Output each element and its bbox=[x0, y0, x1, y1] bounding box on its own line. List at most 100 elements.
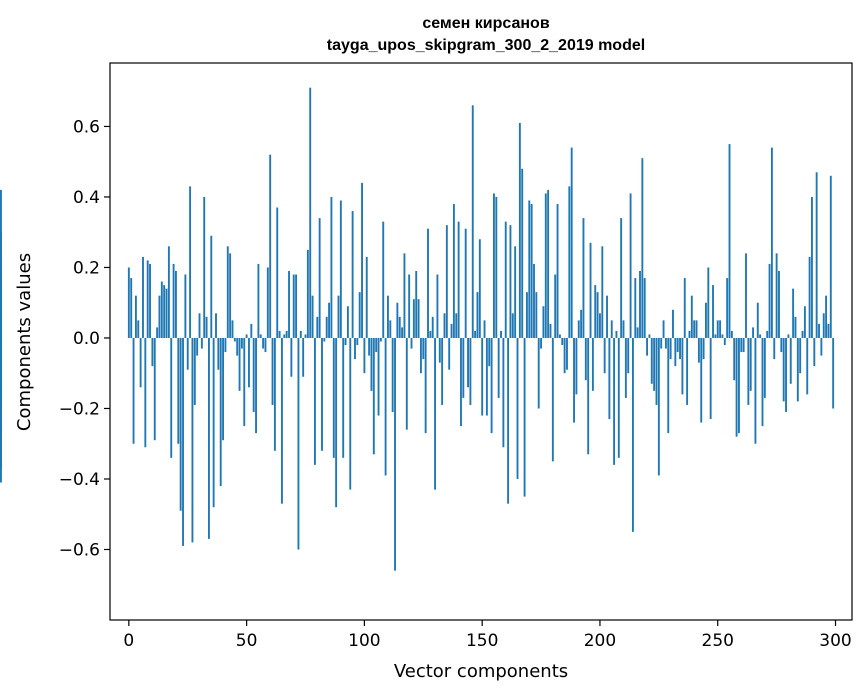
bar-123 bbox=[417, 299, 420, 338]
bar-260 bbox=[740, 337, 743, 353]
bar-85 bbox=[328, 302, 330, 338]
bar-254 bbox=[726, 278, 729, 338]
bar-275 bbox=[775, 253, 778, 338]
bar-235 bbox=[681, 337, 684, 395]
bar-209 bbox=[620, 218, 623, 338]
bar-147 bbox=[474, 330, 477, 338]
bar-38 bbox=[217, 337, 220, 370]
bar-77 bbox=[309, 87, 312, 338]
bar-285 bbox=[799, 337, 802, 374]
bar-269 bbox=[761, 337, 764, 427]
bar-35 bbox=[210, 235, 213, 338]
bar-238 bbox=[688, 330, 691, 338]
bar-195 bbox=[587, 337, 590, 455]
bar-140 bbox=[457, 221, 460, 338]
bar-200 bbox=[599, 313, 601, 338]
x-axis-ticks: 0 50 100 150 200 250 300 bbox=[123, 620, 852, 651]
x-tick-label: 300 bbox=[819, 631, 851, 651]
bar-48 bbox=[240, 337, 243, 349]
bar-226 bbox=[660, 337, 663, 349]
bar-50 bbox=[245, 334, 248, 338]
bar-59 bbox=[266, 267, 269, 338]
bar-148 bbox=[476, 292, 479, 338]
bar-287 bbox=[803, 306, 806, 338]
bar-173 bbox=[535, 292, 538, 338]
bar-169 bbox=[525, 292, 528, 338]
bar-42 bbox=[226, 246, 229, 338]
y-axis-ticks: −0.6 −0.4 −0.2 0.0 0.2 0.4 0.6 bbox=[59, 117, 110, 560]
bar-246 bbox=[707, 267, 710, 338]
bar-280 bbox=[787, 334, 790, 338]
y-tick-label: −0.6 bbox=[59, 540, 100, 560]
bar-122 bbox=[415, 270, 418, 338]
bar-76 bbox=[306, 249, 309, 338]
bar-23 bbox=[182, 337, 184, 546]
bar-57 bbox=[262, 337, 265, 349]
y-axis-label: Components values bbox=[14, 253, 35, 431]
bar-194 bbox=[584, 337, 587, 381]
bar-181 bbox=[554, 274, 557, 338]
bar-86 bbox=[330, 196, 333, 338]
bar-125 bbox=[422, 337, 425, 360]
bar-224 bbox=[655, 337, 658, 405]
bar-273 bbox=[770, 147, 773, 338]
bar-101 bbox=[365, 256, 368, 338]
bar-51 bbox=[248, 337, 250, 388]
bar-176 bbox=[542, 306, 545, 338]
bar-146 bbox=[471, 105, 474, 338]
bar-40 bbox=[222, 337, 224, 441]
bar-164 bbox=[514, 246, 517, 338]
bar-4 bbox=[137, 320, 140, 338]
bar-130 bbox=[434, 337, 436, 490]
bar-52 bbox=[250, 323, 253, 338]
bar-121 bbox=[412, 299, 415, 338]
bar-118 bbox=[405, 337, 408, 430]
bar-189 bbox=[573, 337, 575, 423]
bar-138 bbox=[452, 204, 455, 338]
bar-41 bbox=[224, 337, 227, 353]
bar-253 bbox=[723, 337, 726, 346]
bar-229 bbox=[667, 337, 670, 434]
bar-87 bbox=[332, 337, 335, 458]
bar-257 bbox=[733, 337, 736, 381]
bar-170 bbox=[528, 200, 531, 338]
bar-206 bbox=[613, 337, 616, 465]
bar-94 bbox=[349, 337, 352, 490]
y-tick-label: 0.6 bbox=[73, 117, 100, 137]
bar-231 bbox=[672, 309, 674, 338]
bar-78 bbox=[311, 295, 314, 338]
bar-100 bbox=[363, 337, 366, 374]
bar-24 bbox=[184, 274, 187, 338]
bar-190 bbox=[575, 337, 578, 395]
bar-167 bbox=[521, 168, 524, 338]
bar-84 bbox=[325, 316, 328, 338]
bar-202 bbox=[603, 337, 606, 374]
bar-271 bbox=[766, 330, 769, 338]
bar-14 bbox=[160, 281, 163, 338]
bar-276 bbox=[778, 270, 780, 338]
bar-168 bbox=[523, 337, 526, 497]
bar-223 bbox=[653, 337, 656, 391]
bar-145 bbox=[469, 337, 472, 405]
bar-34 bbox=[207, 337, 210, 539]
bar-175 bbox=[540, 337, 542, 349]
bar-56 bbox=[259, 334, 262, 338]
bar-135 bbox=[445, 225, 448, 338]
bar-251 bbox=[719, 320, 722, 338]
bar-216 bbox=[636, 327, 639, 338]
bar-243 bbox=[700, 337, 703, 423]
bar-293 bbox=[818, 323, 820, 338]
bar-208 bbox=[617, 337, 620, 458]
bar-230 bbox=[669, 337, 672, 360]
x-tick-label: 250 bbox=[702, 631, 734, 651]
bar-151 bbox=[483, 320, 486, 338]
bar-99 bbox=[361, 182, 363, 338]
bar-128 bbox=[429, 330, 432, 338]
bar-270 bbox=[763, 337, 766, 398]
bar-158 bbox=[500, 330, 502, 338]
bar-43 bbox=[229, 253, 232, 338]
chart-title-line2: tayga_upos_skipgram_300_2_2019 model bbox=[327, 37, 645, 54]
bar-234 bbox=[679, 337, 681, 360]
y-tick-label: 0.0 bbox=[73, 329, 100, 349]
bar-308 bbox=[0, 278, 2, 338]
